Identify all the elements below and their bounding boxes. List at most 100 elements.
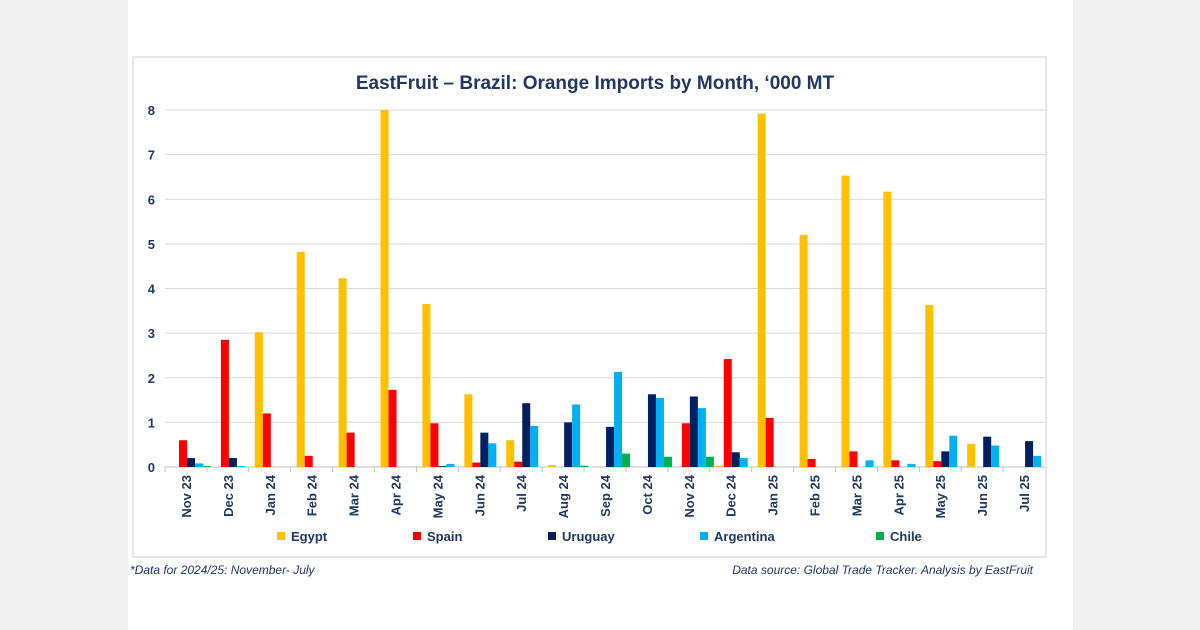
bar-argentina (446, 463, 455, 467)
bar-spain (346, 432, 355, 467)
bar-argentina (739, 458, 748, 467)
footnote-left: *Data for 2024/25: November- July (130, 563, 316, 577)
y-tick-label: 8 (148, 103, 155, 118)
y-tick-label: 5 (148, 237, 155, 252)
y-tick-label: 1 (148, 415, 155, 430)
bar-egypt (506, 440, 515, 467)
x-tick-label: Oct 24 (640, 474, 655, 515)
bar-egypt (422, 304, 431, 467)
bar-uruguay (731, 452, 740, 467)
bar-uruguay (941, 451, 950, 467)
chart-border (132, 56, 1047, 558)
bar-spain (388, 389, 397, 467)
bar-egypt (464, 394, 473, 467)
x-tick-label: Apr 24 (388, 474, 403, 515)
x-tick-label: Apr 25 (891, 475, 906, 515)
bar-chile (580, 465, 589, 467)
y-tick-label: 4 (148, 282, 156, 297)
bar-argentina (865, 460, 874, 467)
bar-argentina (488, 443, 497, 467)
bar-spain (849, 451, 858, 467)
bar-egypt (967, 443, 976, 467)
bar-spain (514, 461, 523, 467)
bar-spain (807, 458, 816, 467)
bar-uruguay (983, 436, 992, 467)
x-tick-label: Jan 25 (766, 475, 781, 515)
bar-argentina (907, 463, 916, 467)
bar-uruguay (438, 466, 447, 467)
bar-argentina (991, 445, 1000, 467)
chart-card: EastFruit – Brazil: Orange Imports by Mo… (128, 0, 1073, 630)
bar-spain (891, 460, 900, 467)
bar-argentina (572, 404, 581, 467)
legend-label: Chile (890, 529, 922, 544)
x-tick-label: Sep 24 (598, 474, 613, 517)
bar-argentina (949, 435, 958, 467)
legend-swatch-egypt (277, 532, 285, 540)
bar-egypt (296, 251, 305, 467)
x-tick-label: Feb 25 (808, 475, 823, 516)
y-tick-label: 2 (148, 371, 155, 386)
bar-egypt (841, 175, 850, 467)
bar-spain (765, 417, 774, 467)
legend-swatch-chile (876, 532, 884, 540)
x-tick-label: Mar 24 (347, 474, 362, 516)
bar-egypt (883, 191, 892, 467)
bar-uruguay (689, 396, 698, 467)
chart-title: EastFruit – Brazil: Orange Imports by Mo… (356, 73, 835, 94)
legend-swatch-argentina (700, 532, 708, 540)
legend-swatch-spain (413, 532, 421, 540)
legend-label: Uruguay (562, 529, 616, 544)
bar-uruguay (480, 432, 489, 467)
bar-spain (220, 339, 229, 467)
x-tick-label: Jun 25 (975, 475, 990, 516)
x-tick-label: Dec 23 (221, 475, 236, 517)
bar-spain (681, 423, 690, 467)
x-tick-label: Aug 24 (556, 474, 571, 518)
legend-label: Spain (427, 529, 462, 544)
y-tick-label: 6 (148, 192, 155, 207)
x-tick-label: Jul 25 (1017, 475, 1032, 512)
bar-uruguay (606, 426, 615, 467)
bar-argentina (236, 466, 245, 467)
bar-argentina (655, 397, 664, 467)
legend-label: Egypt (291, 529, 328, 544)
bar-argentina (530, 425, 539, 467)
x-tick-label: May 24 (430, 474, 445, 518)
bar-chile (203, 466, 211, 467)
bar-egypt (338, 278, 347, 467)
bar-egypt (548, 465, 557, 467)
x-tick-label: Jul 24 (514, 474, 529, 512)
bar-chart: EastFruit – Brazil: Orange Imports by Mo… (130, 56, 1047, 577)
bar-chile (705, 456, 714, 467)
y-tick-label: 3 (148, 326, 155, 341)
x-tick-label: Nov 24 (682, 474, 697, 517)
x-tick-label: Mar 25 (849, 475, 864, 516)
x-tick-label: May 25 (933, 475, 948, 518)
bar-spain (472, 462, 481, 467)
bar-egypt (254, 332, 263, 467)
bar-uruguay (564, 422, 573, 467)
bar-egypt (380, 110, 389, 467)
bar-egypt (715, 465, 724, 467)
bar-argentina (614, 371, 623, 467)
x-tick-label: Dec 24 (724, 474, 739, 517)
bar-chile (622, 453, 631, 467)
y-tick-label: 0 (148, 460, 155, 475)
bar-spain (179, 440, 187, 467)
x-tick-label: Feb 24 (305, 474, 320, 516)
x-tick-label: Nov 23 (179, 475, 194, 518)
x-tick-label: Jan 24 (263, 474, 278, 515)
bar-argentina (697, 408, 706, 467)
footnote-right: Data source: Global Trade Tracker. Analy… (732, 563, 1033, 577)
bar-egypt (925, 305, 934, 467)
legend-swatch-uruguay (548, 532, 556, 540)
bar-argentina (195, 463, 203, 467)
bar-chile (663, 456, 672, 467)
bar-spain (430, 423, 439, 467)
bar-uruguay (228, 458, 237, 467)
bar-spain (933, 461, 942, 467)
bar-uruguay (187, 458, 195, 467)
bar-uruguay (522, 403, 531, 467)
bar-uruguay (647, 394, 656, 467)
